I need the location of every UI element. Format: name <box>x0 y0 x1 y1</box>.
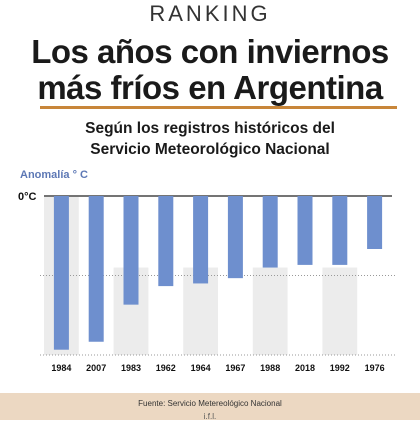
bar-1964 <box>193 196 209 284</box>
zero-label: 0°C <box>18 191 37 203</box>
kicker-label: RANKING <box>149 1 271 26</box>
subtitle: Según los registros históricos del Servi… <box>0 118 420 160</box>
bar-1976 <box>367 196 383 249</box>
bar-1988 <box>262 196 278 268</box>
background-band <box>252 267 288 355</box>
bar-1992 <box>332 196 348 265</box>
x-tick-label: 1992 <box>330 363 350 373</box>
background-band <box>322 267 358 355</box>
x-tick-label: 1976 <box>365 363 385 373</box>
title-divider <box>40 106 397 109</box>
bar-2018 <box>297 196 313 265</box>
x-tick-label: 2018 <box>295 363 315 373</box>
x-tick-label: 1984 <box>51 363 71 373</box>
x-tick-label: 1983 <box>121 363 141 373</box>
subtitle-line-2: Servicio Meteorológico Nacional <box>90 141 330 158</box>
x-tick-label: 1967 <box>225 363 245 373</box>
source-note: Fuente: Servicio Metereológico Nacional <box>138 399 282 408</box>
x-tick-label: 1988 <box>260 363 280 373</box>
x-tick-label: 1962 <box>156 363 176 373</box>
x-tick-label: 2007 <box>86 363 106 373</box>
footer-band <box>0 393 420 420</box>
title-line-1: Los años con inviernos <box>31 33 389 70</box>
bar-1984 <box>53 196 69 350</box>
y-axis-label: Anomalía ° C <box>20 169 88 181</box>
bar-1962 <box>158 196 174 287</box>
bar-1967 <box>227 196 243 279</box>
x-tick-label: 1964 <box>191 363 211 373</box>
page-title: Los años con inviernos más fríos en Arge… <box>0 34 420 106</box>
subtitle-line-1: Según los registros históricos del <box>85 120 335 137</box>
bar-1983 <box>123 196 139 305</box>
title-line-2: más fríos en Argentina <box>37 69 383 106</box>
footer-mark: i.f.l. <box>203 412 217 421</box>
bar-chart: Anomalía ° C 0°C 1984 2007 1983 1962 1964 196… <box>18 169 396 373</box>
bar-2007 <box>88 196 104 342</box>
